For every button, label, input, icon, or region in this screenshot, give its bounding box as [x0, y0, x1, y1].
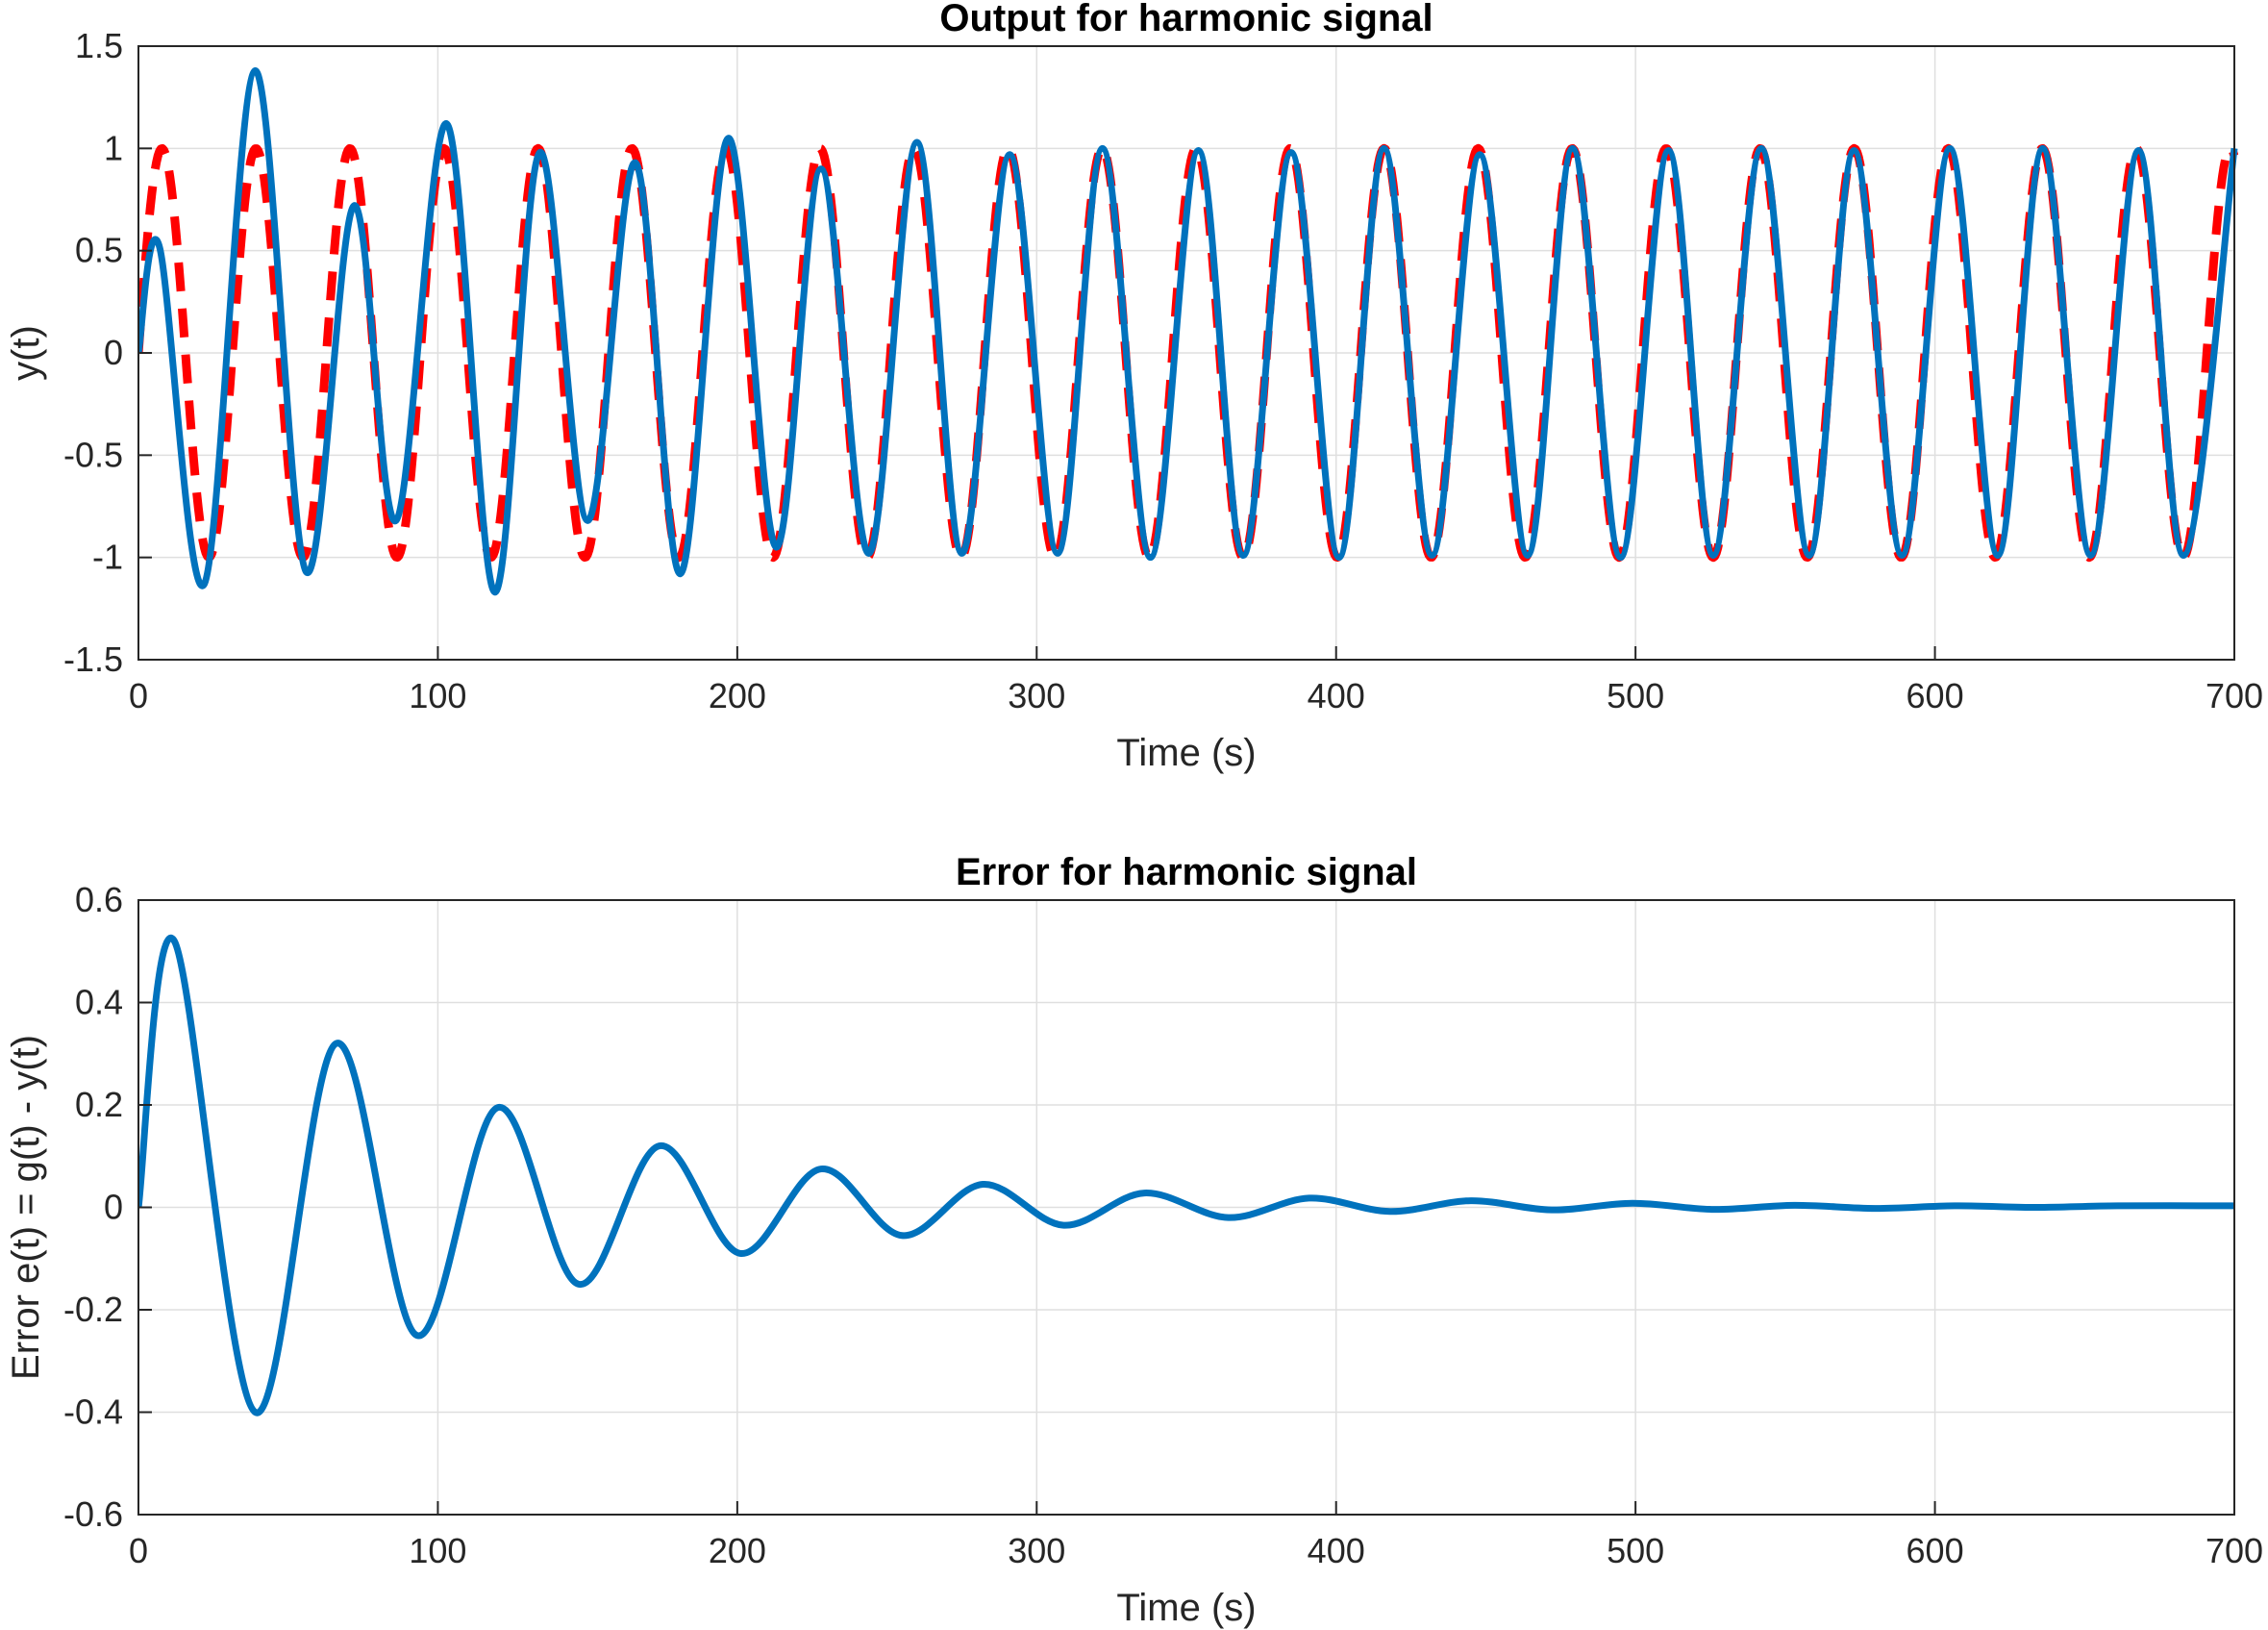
output-chart: 0 100 200 300 400 500 600 700 -1.5 -1 -0.5 0 0.5 1 1.5…: [5, 0, 2263, 774]
output-series: [138, 67, 2238, 596]
error-x-axis-label: Time (s): [1116, 1587, 1256, 1629]
output-x-tick-label: 0: [129, 676, 148, 715]
error-x-tick-label: 100: [409, 1531, 466, 1570]
output-y-tick-label: -1: [92, 538, 123, 577]
output-x-tick-label: 300: [1008, 676, 1065, 715]
output-x-tick-label: 500: [1607, 676, 1664, 715]
output-x-axis-label: Time (s): [1116, 732, 1256, 774]
error-x-tick-label: 300: [1008, 1531, 1065, 1570]
error-x-tick-label: 600: [1907, 1531, 1964, 1570]
error-y-tick-label: -0.2: [63, 1290, 123, 1329]
error-y-axis-label: Error e(t) = g(t) - y(t): [5, 1035, 47, 1380]
output-x-tick-label: 600: [1907, 676, 1964, 715]
output-x-tick-label: 200: [709, 676, 766, 715]
output-ticks: 0 100 200 300 400 500 600 700 -1.5 -1 -0.5 0 0.5 1 1.5: [63, 26, 2263, 715]
error-ticks: 0 100 200 300 400 500 600 700 -0.6 -0.4 -0.2 0 0.2 0.…: [63, 880, 2263, 1570]
error-y-tick-label: -0.6: [63, 1494, 123, 1534]
error-x-tick-label: 700: [2206, 1531, 2263, 1570]
error-x-tick-label: 200: [709, 1531, 766, 1570]
output-x-tick-label: 400: [1308, 676, 1365, 715]
output-y-tick-label: 0.5: [75, 231, 123, 270]
output-y-tick-label: 1.5: [75, 26, 123, 65]
output-x-tick-label: 100: [409, 676, 466, 715]
error-y-tick-label: 0: [104, 1188, 123, 1227]
error-y-tick-label: -0.4: [63, 1392, 123, 1432]
error-x-tick-label: 0: [129, 1531, 148, 1570]
output-y-axis-label: y(t): [5, 325, 47, 381]
error-y-tick-label: 0.2: [75, 1085, 123, 1124]
error-chart: 0 100 200 300 400 500 600 700 -0.6 -0.4 -0.2 0 0.2 0.…: [5, 851, 2263, 1629]
output-y-tick-label: 1: [104, 128, 123, 167]
output-y-tick-label: 0: [104, 333, 123, 372]
error-x-tick-label: 500: [1607, 1531, 1664, 1570]
output-output-line: [138, 67, 2238, 596]
output-y-tick-label: -1.5: [63, 639, 123, 679]
output-y-tick-label: -0.5: [63, 435, 123, 474]
output-chart-title: Output for harmonic signal: [939, 0, 1433, 39]
error-x-tick-label: 400: [1308, 1531, 1365, 1570]
error-y-tick-label: 0.4: [75, 983, 123, 1022]
error-series: [138, 934, 2235, 1417]
error-error-line: [138, 934, 2235, 1417]
error-chart-title: Error for harmonic signal: [956, 851, 1417, 893]
error-y-tick-label: 0.6: [75, 880, 123, 919]
output-x-tick-label: 700: [2206, 676, 2263, 715]
